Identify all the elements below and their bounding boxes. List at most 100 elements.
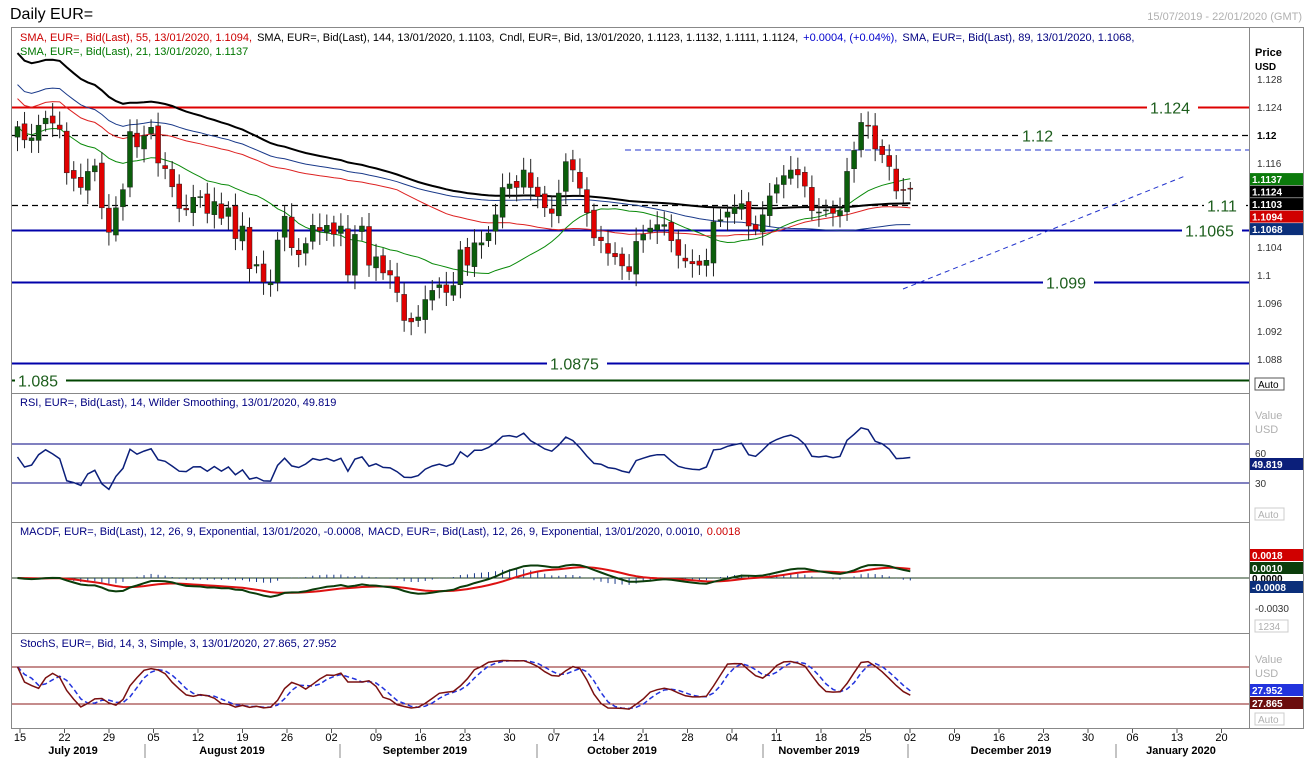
rising-trendline xyxy=(902,175,1186,290)
macd-scale-button[interactable] xyxy=(1254,619,1289,633)
candle-body xyxy=(542,193,548,209)
candle-body xyxy=(563,161,569,192)
candle-body xyxy=(310,225,316,242)
date-range: 15/07/2019 - 22/01/2020 (GMT) xyxy=(1147,11,1302,23)
candle-body xyxy=(710,221,717,264)
x-date-label: 04 xyxy=(726,732,738,744)
candle-body xyxy=(183,208,189,211)
candle-body xyxy=(534,186,541,197)
stoch-auto-label: Auto xyxy=(1258,715,1279,726)
candle-body xyxy=(506,183,513,189)
price-panel-frame xyxy=(11,27,1250,394)
x-month-label: September 2019 xyxy=(383,745,467,757)
price-badge-label: 1.1124 xyxy=(1252,188,1282,199)
candle-body xyxy=(745,201,752,227)
macd-badge-macd xyxy=(1250,562,1303,574)
candle-body xyxy=(56,124,63,130)
sma21-legend: SMA, EUR=, Bid(Last), 21, 13/01/2020, 1.… xyxy=(20,46,248,58)
price-badge-label: 1.1094 xyxy=(1252,213,1283,224)
candle-body xyxy=(781,175,787,185)
candle-body xyxy=(274,239,281,283)
candle-body xyxy=(837,210,843,216)
price-badge xyxy=(1250,173,1303,186)
candle-body xyxy=(527,172,534,188)
candle-body xyxy=(415,316,421,321)
candle-body xyxy=(584,189,590,213)
macd-tick-zero: 0.0000 xyxy=(1252,574,1283,585)
price-tick: 1.12 xyxy=(1257,131,1277,142)
x-date-label: 28 xyxy=(681,732,693,744)
level-label-1.1065: 1.1065 xyxy=(1185,224,1234,241)
candle-body xyxy=(633,241,639,275)
stoch-k-line xyxy=(16,659,911,710)
price-tick: 1.124 xyxy=(1257,103,1282,114)
x-date-label: 20 xyxy=(1215,732,1227,744)
candle-body xyxy=(696,260,703,266)
stoch-auto-button[interactable] xyxy=(1254,712,1285,726)
rsi-badge-label: 49.819 xyxy=(1252,460,1283,471)
candle-body xyxy=(773,184,780,194)
x-date-label: 09 xyxy=(370,732,382,744)
stoch-badge-d-label: 27.952 xyxy=(1252,686,1283,697)
x-month-label: January 2020 xyxy=(1146,745,1216,757)
candle-body xyxy=(605,243,611,254)
candle-body xyxy=(260,263,267,283)
rsi-tick-30: 30 xyxy=(1255,479,1267,490)
x-date-label: 06 xyxy=(1126,732,1138,744)
candle-body xyxy=(872,125,878,150)
candle-body xyxy=(239,225,246,242)
candle-body xyxy=(443,284,450,293)
candle-body xyxy=(802,172,808,187)
price-tick: 1.1 xyxy=(1257,271,1271,282)
candle-body xyxy=(724,211,731,218)
candle-body xyxy=(591,209,597,239)
rsi-auto-button[interactable] xyxy=(1254,507,1285,521)
stoch-axis-unit: USD xyxy=(1255,668,1278,680)
candle-body xyxy=(900,189,907,191)
candle-body xyxy=(169,169,175,188)
price-badge xyxy=(1250,198,1303,211)
price-badge-label: 1.1137 xyxy=(1252,175,1282,186)
candle-body xyxy=(190,197,196,213)
candle-body xyxy=(295,249,302,255)
candle-body xyxy=(387,270,393,276)
candle-body xyxy=(106,207,112,233)
candle-body xyxy=(232,205,239,239)
macd-scale-label: 1234 xyxy=(1258,622,1281,633)
candle-body xyxy=(478,242,485,246)
candle-body xyxy=(204,193,211,214)
candle-body xyxy=(113,207,119,236)
candle-body xyxy=(668,221,675,241)
price-auto-button[interactable] xyxy=(1254,377,1285,391)
rsi-tick-60: 60 xyxy=(1255,449,1267,460)
legend-part: SMA, EUR=, Bid(Last), 55, 13/01/2020, 1.… xyxy=(20,32,252,44)
candle-body xyxy=(577,171,583,189)
x-date-label: 22 xyxy=(58,732,70,744)
candle-body xyxy=(225,207,232,217)
rsi-auto-label: Auto xyxy=(1258,510,1279,521)
candle-body xyxy=(366,226,372,266)
candle-body xyxy=(703,260,710,266)
candle-body xyxy=(162,165,168,169)
legend-part: SMA, EUR=, Bid(Last), 89, 13/01/2020, 1.… xyxy=(902,32,1134,44)
rsi-axis-title: Value xyxy=(1255,410,1282,422)
price-levels: 1.124 1.12 1.11 1.1065 1.099 1.0875 1.085 xyxy=(12,98,1249,391)
x-date-label: 29 xyxy=(103,732,115,744)
candle-body xyxy=(288,216,295,248)
stoch-panel-frame xyxy=(11,633,1250,729)
x-axis: 15 22 29 05 12 19 26 02 09 16 23 30 07 14 21 28 04 11 18 25… xyxy=(14,729,1228,758)
level-label-1.085: 1.085 xyxy=(18,374,58,391)
x-month-label: October 2019 xyxy=(587,745,657,757)
x-month-label: November 2019 xyxy=(778,745,859,757)
candle-body xyxy=(661,224,668,227)
x-date-label: 11 xyxy=(771,732,782,744)
rsi-badge xyxy=(1250,458,1303,470)
x-date-label: 26 xyxy=(281,732,293,744)
x-date-label: 30 xyxy=(1082,732,1094,744)
candle-body xyxy=(211,201,218,215)
price-tick: 1.116 xyxy=(1257,159,1282,170)
x-date-label: 16 xyxy=(993,732,1005,744)
candle-body xyxy=(21,123,28,141)
candle-body xyxy=(759,214,766,233)
stoch-d-line xyxy=(16,659,911,710)
